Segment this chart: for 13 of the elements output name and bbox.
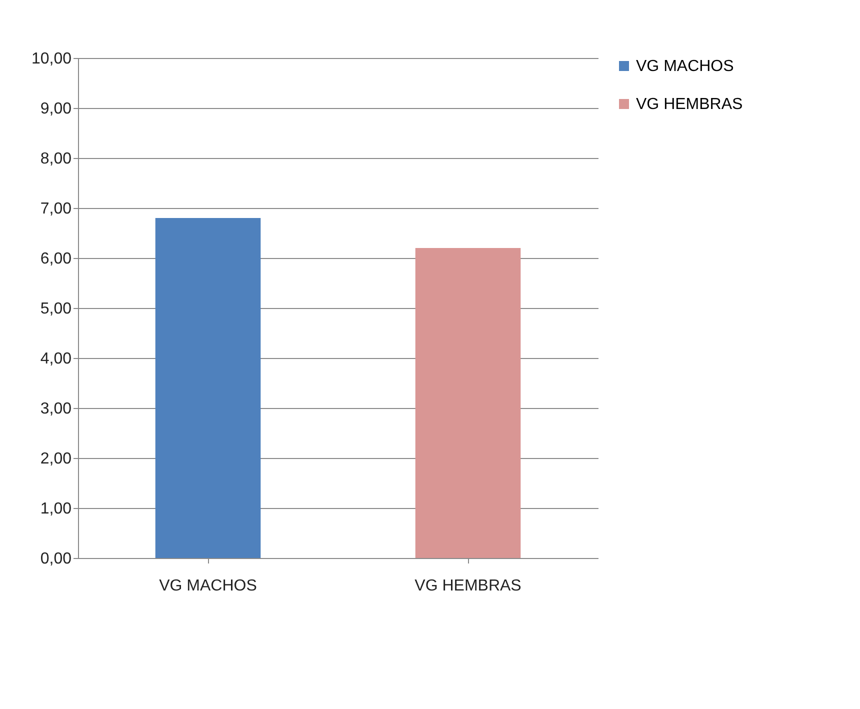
y-tick-label: 7,00 — [40, 200, 72, 218]
y-tick-label: 9,00 — [40, 100, 72, 118]
y-tick-label: 4,00 — [40, 350, 72, 368]
y-tick-label: 3,00 — [40, 400, 72, 418]
legend-label: VG HEMBRAS — [636, 96, 743, 113]
y-tick-label: 5,00 — [40, 300, 72, 318]
y-tick-label: 1,00 — [40, 500, 72, 518]
legend-label: VG MACHOS — [636, 58, 734, 75]
y-tick-label: 6,00 — [40, 250, 72, 268]
y-tick-label: 10,00 — [31, 50, 72, 68]
y-tick-label: 8,00 — [40, 150, 72, 168]
y-tick-label: 2,00 — [40, 450, 72, 468]
y-tick-label: 0,00 — [40, 550, 72, 568]
